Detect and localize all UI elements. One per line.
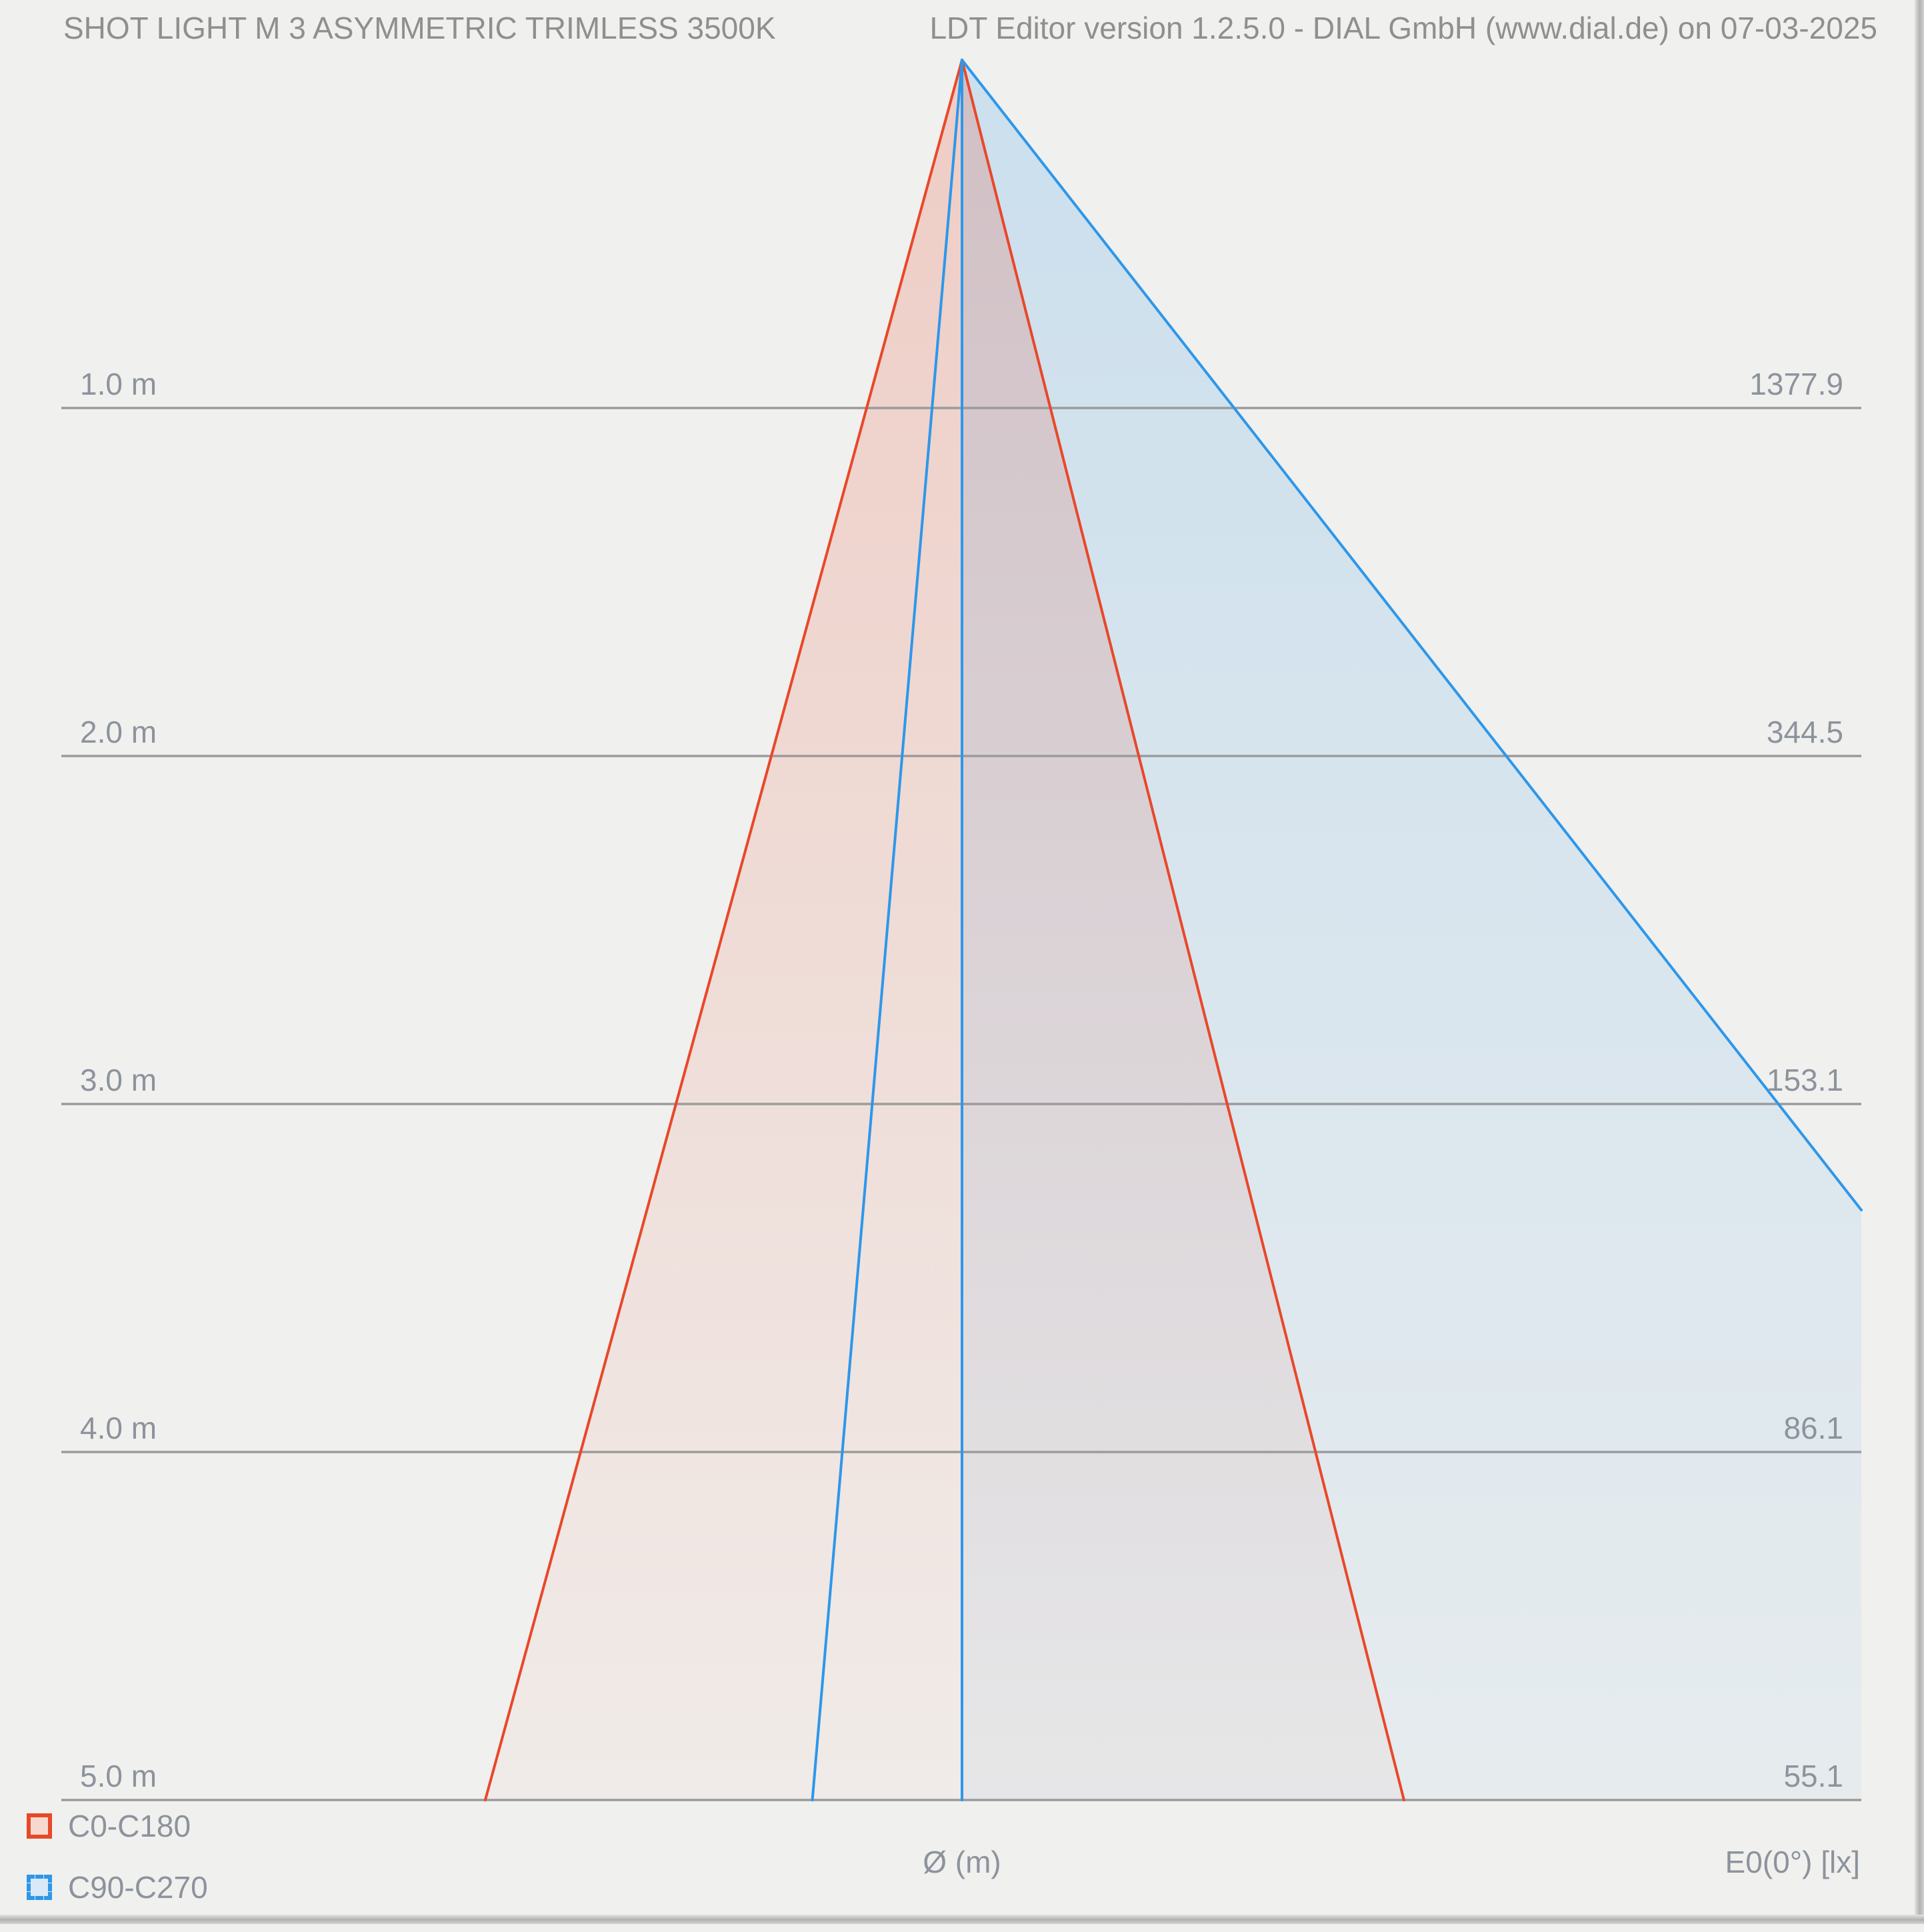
illuminance-axis-label: E0(0°) [lx] xyxy=(1725,1845,1860,1879)
legend-label-c90-c270: C90-C270 xyxy=(68,1870,208,1905)
depth-label: 2.0 m xyxy=(80,715,157,749)
c90-c270-left-edge xyxy=(811,59,963,1801)
depth-label: 3.0 m xyxy=(80,1063,157,1097)
c0-c180-right-edge xyxy=(961,59,1405,1801)
illuminance-value: 153.1 xyxy=(1766,1063,1843,1097)
c0-c180-beam-fill xyxy=(485,60,1404,1800)
window-edge-right xyxy=(1915,0,1924,1924)
illuminance-value: 344.5 xyxy=(1766,715,1843,749)
depth-label: 5.0 m xyxy=(80,1759,157,1793)
c0-c180-left-edge xyxy=(483,59,963,1801)
c90-c270-swatch-icon xyxy=(27,1875,52,1900)
depth-label: 4.0 m xyxy=(80,1411,157,1445)
legend-item-c90-c270: C90-C270 xyxy=(27,1871,208,1904)
c90-c270-right-edge xyxy=(961,59,1863,1212)
legend-label-c0-c180: C0-C180 xyxy=(68,1809,191,1843)
c0-c180-swatch-icon xyxy=(27,1813,52,1839)
legend: C0-C180 C90-C270 xyxy=(27,1809,208,1932)
illuminance-value: 86.1 xyxy=(1783,1411,1843,1445)
editor-version-stamp: LDT Editor version 1.2.5.0 - DIAL GmbH (… xyxy=(929,11,1877,45)
x-axis-label: Ø (m) xyxy=(923,1845,1001,1879)
illuminance-value: 1377.9 xyxy=(1749,367,1843,401)
luminaire-title: SHOT LIGHT M 3 ASYMMETRIC TRIMLESS 3500K xyxy=(63,11,776,45)
illuminance-value: 55.1 xyxy=(1783,1759,1843,1793)
window-edge-bottom xyxy=(0,1915,1924,1924)
legend-item-c0-c180: C0-C180 xyxy=(27,1809,208,1843)
depth-label: 1.0 m xyxy=(80,367,157,401)
